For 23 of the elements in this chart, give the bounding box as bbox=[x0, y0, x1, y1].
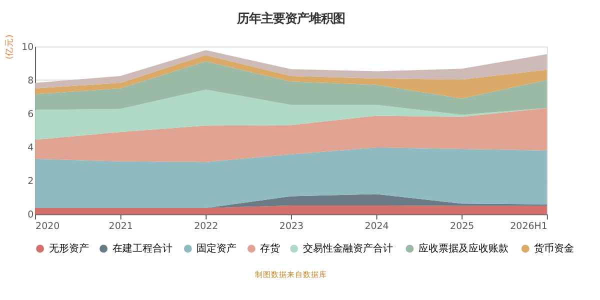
y-tick-label: 8 bbox=[28, 75, 34, 86]
x-tick-label: 2025 bbox=[450, 220, 474, 232]
x-tick-label: 2022 bbox=[194, 220, 218, 232]
legend-label: 无形资产 bbox=[48, 242, 89, 255]
legend-label: 货币资金 bbox=[534, 242, 574, 255]
x-tick-label: 2020 bbox=[36, 220, 60, 232]
x-tick-label: 2021 bbox=[108, 220, 133, 232]
legend-label: 固定资产 bbox=[196, 242, 237, 255]
chart-title: 历年主要资产堆积图 bbox=[236, 11, 345, 26]
y-tick-label: 10 bbox=[22, 42, 34, 53]
legend-label: 在建工程合计 bbox=[112, 242, 172, 255]
y-tick-label: 2 bbox=[28, 176, 34, 187]
y-tick-label: 0 bbox=[28, 210, 34, 221]
text: 制图数据来自数据库 bbox=[254, 270, 327, 279]
x-tick-label: 2024 bbox=[364, 220, 389, 232]
legend-label: 交易性金融资产合计 bbox=[302, 242, 393, 255]
y-axis-title: (亿元) bbox=[4, 34, 16, 60]
x-tick-label: 2026H1 bbox=[510, 220, 548, 232]
legend-label: 应收票据及应收账款 bbox=[418, 242, 508, 255]
x-tick-label: 2023 bbox=[279, 220, 304, 232]
legend-label: 存货 bbox=[260, 242, 280, 255]
y-tick-label: 6 bbox=[28, 108, 34, 120]
y-tick-label: 4 bbox=[28, 142, 34, 154]
